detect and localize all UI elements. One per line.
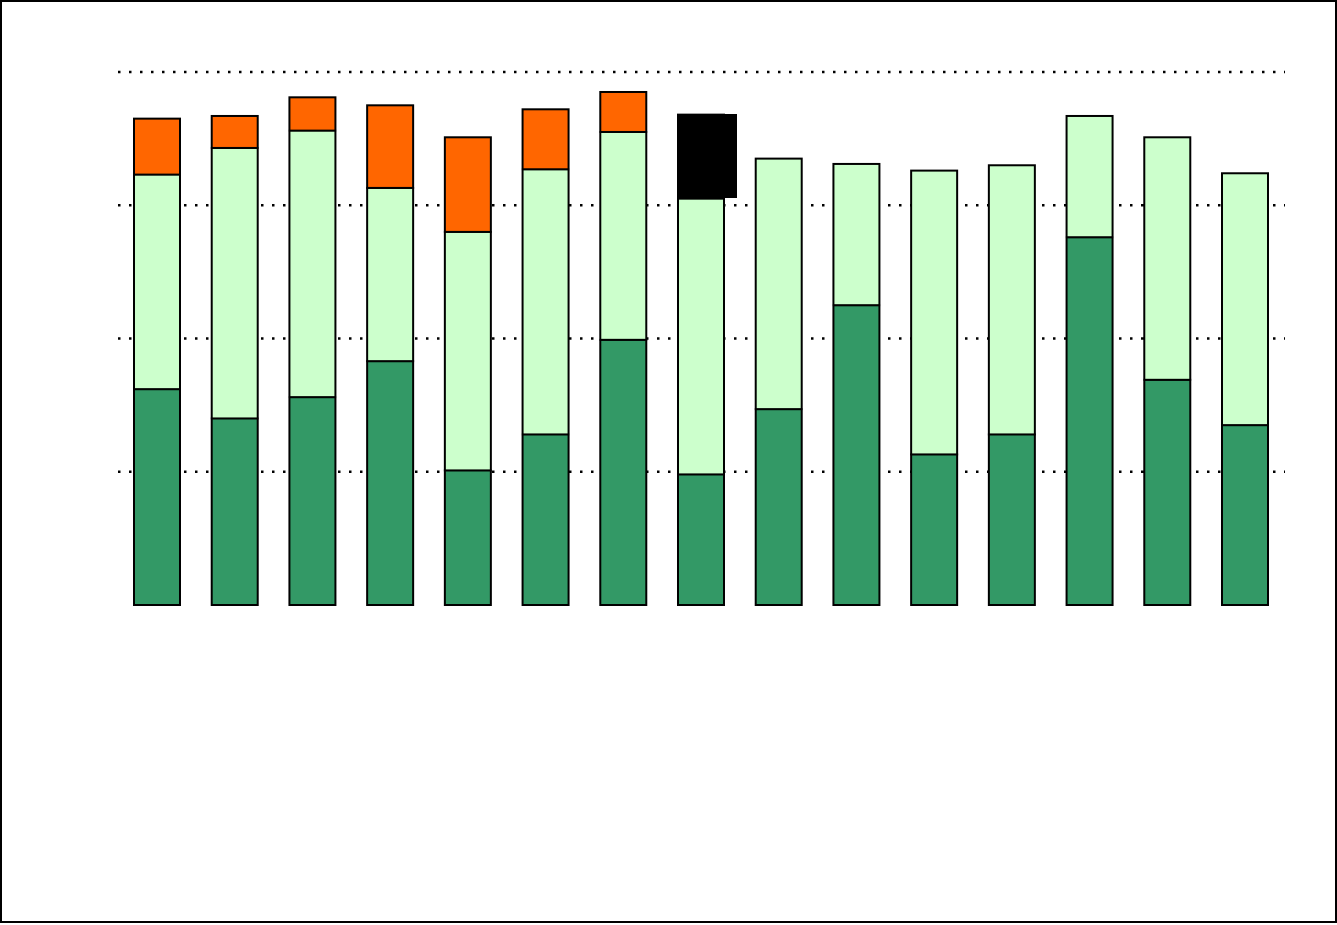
bar-8-segment-2: [677, 197, 725, 476]
bar-4-segment-2: [366, 186, 415, 363]
bar-7-segment-2: [599, 130, 648, 341]
bar-13-segment-1: [1065, 236, 1114, 606]
bar-9-segment-2: [754, 157, 803, 411]
bar-10-segment-1: [832, 304, 881, 606]
bar-1-segment-3: [133, 117, 181, 176]
bar-3-segment-2: [288, 129, 337, 399]
bar-1-segment-2: [133, 173, 181, 391]
bar-5-segment-1: [443, 469, 492, 607]
bar-2-segment-1: [210, 417, 259, 607]
bar-7-segment-3: [599, 90, 648, 133]
bar-5-segment-2: [443, 230, 492, 472]
overlay: [678, 114, 737, 198]
bar-10-segment-2: [832, 162, 881, 307]
bar-12-segment-1: [987, 433, 1036, 606]
bar-1-segment-1: [133, 388, 181, 607]
bar-11-segment-2: [910, 169, 959, 456]
bar-4-segment-1: [366, 360, 415, 606]
bar-15-segment-2: [1221, 172, 1269, 427]
bar-2-segment-2: [210, 146, 259, 420]
occlusion-box: [678, 114, 737, 198]
bar-13-segment-2: [1065, 114, 1114, 239]
bar-9-segment-1: [754, 408, 803, 606]
bar-3-segment-1: [288, 396, 337, 606]
bar-8-segment-1: [677, 473, 725, 607]
bar-15-segment-1: [1221, 424, 1269, 606]
bar-3-segment-3: [288, 96, 337, 132]
bar-6-segment-1: [521, 433, 570, 606]
bar-5-segment-3: [443, 136, 492, 233]
bar-14-segment-2: [1143, 136, 1192, 381]
bars: [133, 90, 1269, 607]
bar-12-segment-2: [987, 164, 1036, 436]
bar-14-segment-1: [1143, 378, 1192, 606]
bar-6-segment-3: [521, 108, 570, 171]
bar-2-segment-3: [210, 114, 259, 149]
bar-7-segment-1: [599, 338, 648, 606]
bar-4-segment-3: [366, 104, 415, 189]
bar-6-segment-2: [521, 168, 570, 436]
bar-11-segment-1: [910, 453, 959, 606]
